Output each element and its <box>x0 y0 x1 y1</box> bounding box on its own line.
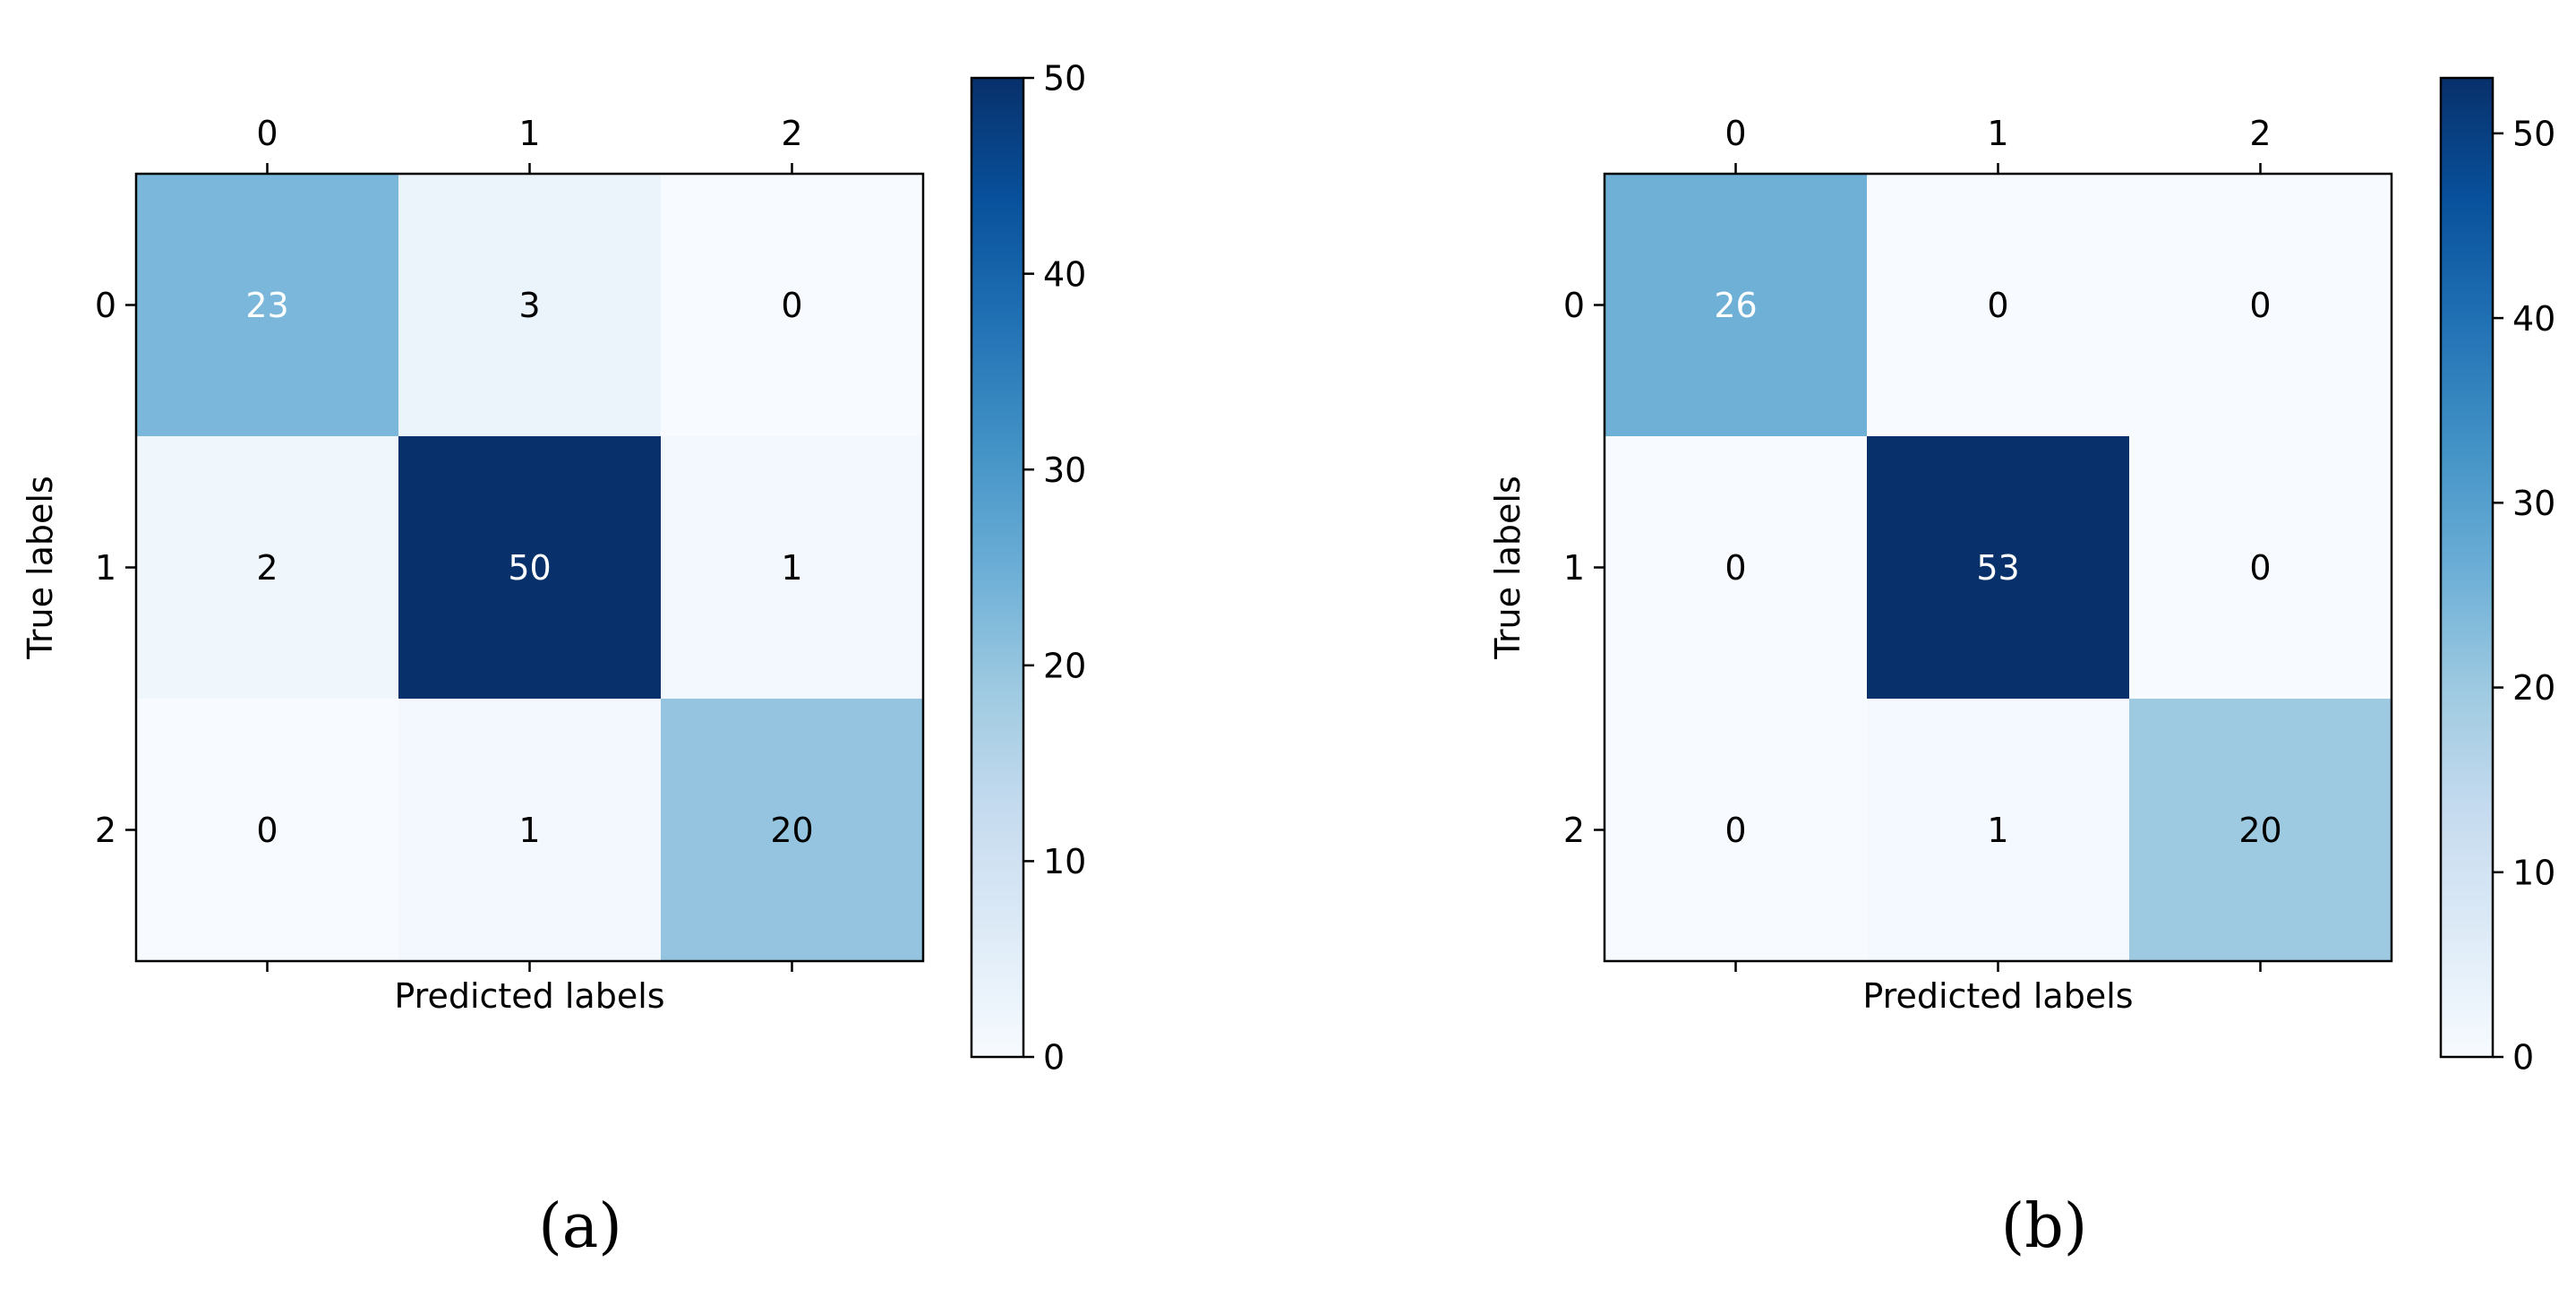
heatmap-cell <box>136 436 398 699</box>
heatmap-cell <box>2129 174 2392 436</box>
colorbar-tick-label: 0 <box>1043 1038 1065 1078</box>
y-axis-label: True labels <box>21 476 60 660</box>
x-axis-label: Predicted labels <box>394 976 664 1016</box>
heatmap-cell <box>1867 174 2129 436</box>
x-tick-label: 2 <box>2249 114 2271 153</box>
heatmap-cell <box>398 699 661 961</box>
heatmap-cell <box>2129 699 2392 961</box>
colorbar-tick-label: 10 <box>1043 842 1086 881</box>
colorbar-tick-label: 50 <box>2512 115 2555 154</box>
heatmap-cell <box>661 436 923 699</box>
cell-value-label: 20 <box>2238 811 2281 850</box>
cell-value-label: 0 <box>1724 548 1746 588</box>
cell-value-label: 0 <box>1987 286 2008 325</box>
colorbar-tick-label: 50 <box>1043 59 1086 99</box>
x-tick-label: 2 <box>781 114 802 153</box>
cell-value-label: 26 <box>1714 286 1757 325</box>
x-tick-label: 0 <box>1724 114 1746 153</box>
panel-caption: (a) <box>538 1191 622 1262</box>
y-tick-label: 1 <box>1563 548 1585 588</box>
cell-value-label: 1 <box>518 811 540 850</box>
colorbar-tick-label: 20 <box>1043 646 1086 685</box>
colorbar <box>970 76 1025 1059</box>
colorbar <box>2439 76 2495 1059</box>
x-tick-label: 0 <box>256 114 278 153</box>
cell-value-label: 3 <box>518 286 540 325</box>
cell-value-label: 0 <box>256 811 278 850</box>
y-tick-label: 2 <box>95 811 116 850</box>
colorbar-tick-label: 40 <box>2512 299 2555 339</box>
colorbar-tick-label: 30 <box>2512 484 2555 523</box>
cell-value-label: 0 <box>781 286 802 325</box>
heatmap-cell <box>398 436 661 699</box>
heatmap-cell <box>136 699 398 961</box>
y-axis-label: True labels <box>1488 476 1528 660</box>
cell-value-label: 0 <box>1724 811 1746 850</box>
heatmap-cell <box>661 174 923 436</box>
cell-value-label: 0 <box>2249 286 2271 325</box>
x-tick-label: 1 <box>1987 114 2008 153</box>
heatmap-cell <box>1605 436 1867 699</box>
cell-value-label: 20 <box>770 811 813 850</box>
heatmap-cell <box>398 174 661 436</box>
heatmap-cell <box>1605 699 1867 961</box>
x-axis-label: Predicted labels <box>1862 976 2133 1016</box>
heatmap-cell <box>136 174 398 436</box>
cell-value-label: 50 <box>508 548 551 588</box>
colorbar-tick-label: 20 <box>2512 668 2555 708</box>
cell-value-label: 0 <box>2249 548 2271 588</box>
y-tick-label: 0 <box>1563 286 1585 325</box>
cell-value-label: 1 <box>1987 811 2008 850</box>
y-tick-label: 0 <box>95 286 116 325</box>
cell-value-label: 23 <box>245 286 288 325</box>
x-tick-label: 1 <box>518 114 540 153</box>
heatmap-cell <box>1867 699 2129 961</box>
panel-caption: (b) <box>2001 1191 2088 1262</box>
colorbar-tick-label: 0 <box>2512 1038 2534 1078</box>
cell-value-label: 53 <box>1976 548 2019 588</box>
colorbar-tick-label: 10 <box>2512 853 2555 892</box>
heatmap-cell <box>2129 436 2392 699</box>
heatmap-cell <box>1867 436 2129 699</box>
heatmap-cell <box>1605 174 1867 436</box>
y-tick-label: 1 <box>95 548 116 588</box>
colorbar-tick-label: 40 <box>1043 254 1086 294</box>
cell-value-label: 2 <box>256 548 278 588</box>
cell-value-label: 1 <box>781 548 802 588</box>
colorbar-tick-label: 30 <box>1043 451 1086 490</box>
y-tick-label: 2 <box>1563 811 1585 850</box>
heatmap-cell <box>661 699 923 961</box>
